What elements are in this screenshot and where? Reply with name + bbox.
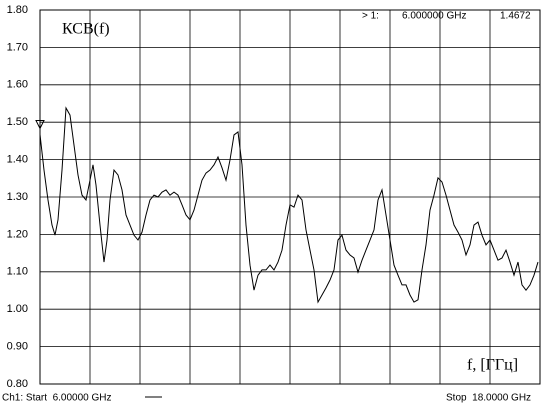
y-tick-label: 1.30 xyxy=(7,191,28,203)
marker-value: 1.4672 xyxy=(500,11,531,22)
y-tick-label: 1.60 xyxy=(7,79,28,91)
y-tick-label: 0.90 xyxy=(7,341,28,353)
chart-title: КСВ(f) xyxy=(62,21,110,38)
marker-frequency: 6.000000 GHz xyxy=(402,11,467,22)
x-axis-label: f, [ГГц] xyxy=(467,357,518,374)
y-tick-label: 1.40 xyxy=(7,154,28,166)
y-tick-label: 1.00 xyxy=(7,303,28,315)
start-label: Ch1: Start 6.00000 GHz xyxy=(2,393,112,404)
y-tick-label: 1.50 xyxy=(7,116,28,128)
stop-label: Stop 18.0000 GHz xyxy=(446,393,531,404)
marker-triangle xyxy=(35,119,45,130)
trace xyxy=(39,106,539,304)
y-tick-label: 1.10 xyxy=(7,266,28,278)
marker-label: > 1: xyxy=(362,11,379,22)
y-tick-label: 1.70 xyxy=(7,41,28,53)
y-tick-label: 1.80 xyxy=(7,4,28,16)
y-tick-label: 0.80 xyxy=(7,378,28,390)
y-tick-label: 1.20 xyxy=(7,228,28,240)
